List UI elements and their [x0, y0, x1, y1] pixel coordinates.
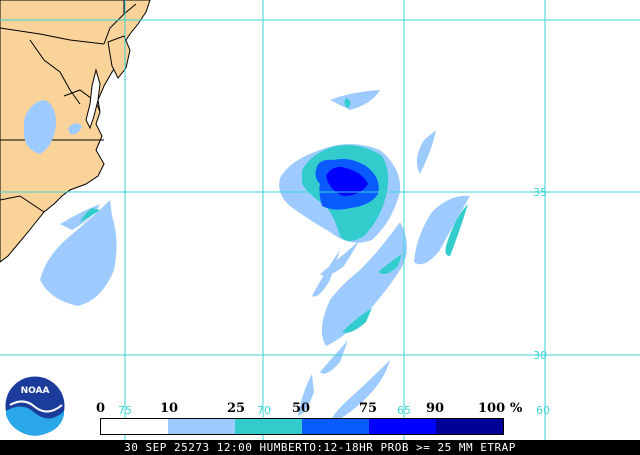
legend-value-90: 90 [426, 401, 445, 416]
noaa-logo-text: NOAA [21, 386, 50, 396]
lon-label-60: 60 [536, 404, 550, 417]
lat-label-30: 30 [533, 349, 547, 362]
state-borders [0, 0, 137, 213]
legend-value-75: 75 [359, 401, 378, 416]
legend-seg-10-25 [168, 419, 235, 434]
legend-seg-90-100 [436, 419, 503, 434]
lon-label-70: 70 [257, 404, 271, 417]
lon-label-65: 65 [397, 404, 411, 417]
lat-lon-grid [0, 0, 640, 440]
legend-value-10: 10 [160, 401, 179, 416]
probability-shading [24, 90, 470, 426]
footer-caption: 30 SEP 25273 12:00 HUMBERTO:12-18HR PROB… [0, 440, 640, 455]
lon-label-75: 75 [118, 404, 132, 417]
legend-seg-25-50 [235, 419, 302, 434]
legend-unit: % [510, 401, 523, 416]
chesapeake-bay [85, 68, 101, 130]
legend-color-bar [100, 418, 504, 435]
legend-seg-75-90 [369, 419, 436, 434]
lat-label-35: 35 [533, 186, 547, 199]
legend-value-25: 25 [227, 401, 246, 416]
legend-seg-50-75 [302, 419, 369, 434]
prob-75-90-areas [326, 167, 368, 196]
legend-value-50: 50 [292, 401, 311, 416]
legend-value-0: 0 [96, 401, 106, 416]
noaa-logo: NOAA [4, 375, 66, 437]
legend-seg-0-10 [101, 419, 168, 434]
legend-value-100: 100 [478, 401, 506, 416]
